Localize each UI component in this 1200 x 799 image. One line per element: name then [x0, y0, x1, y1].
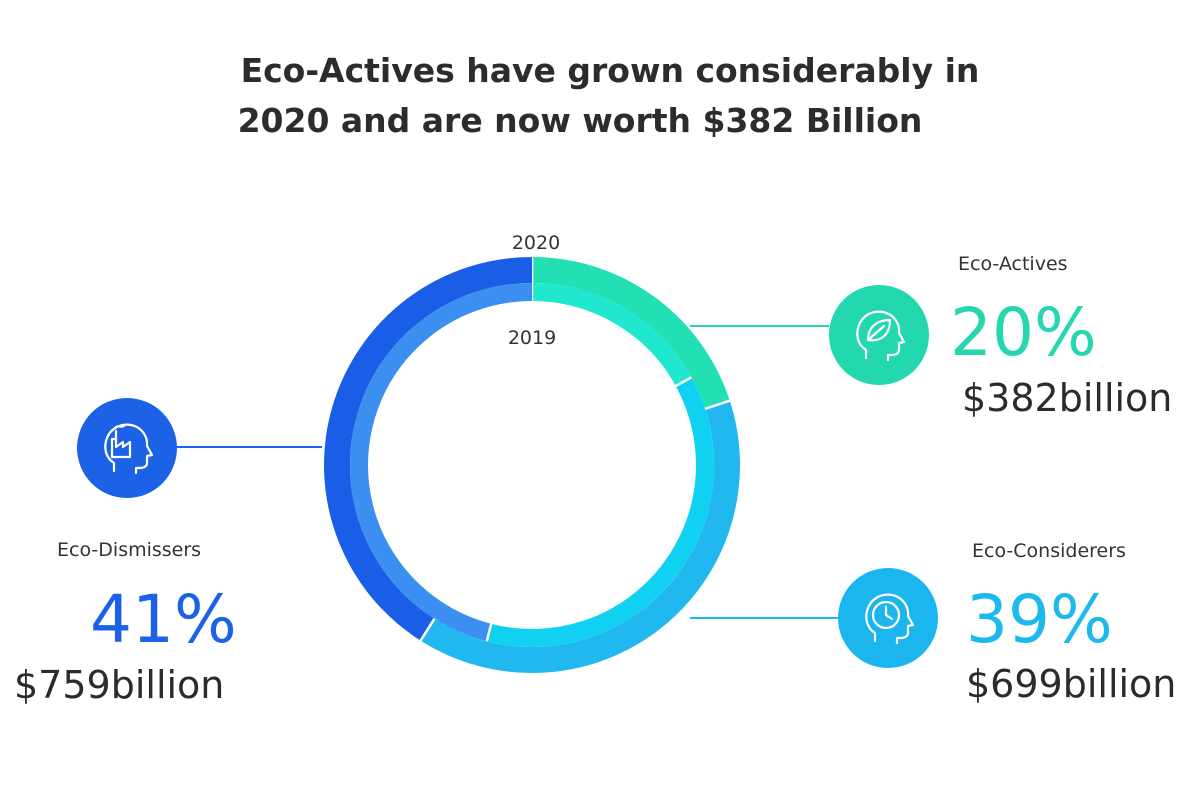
title-line-2: 2020 and are now worth $382 Billion: [237, 101, 923, 140]
inner-ring-2019: [350, 283, 714, 647]
outer-ring-2020: [324, 257, 740, 673]
chart-title: Eco-Actives have grown considerably in 2…: [0, 46, 1200, 146]
slice-2020-eco-actives: [531, 257, 730, 409]
eco-actives-label: Eco-Actives: [958, 253, 1068, 275]
slice-2019-eco-actives: [531, 283, 692, 387]
eco-dismissers-icon-circle: [77, 398, 177, 498]
eco-dismissers-label: Eco-Dismissers: [57, 539, 202, 561]
separator-2019-1: [675, 376, 693, 388]
separator-2020-1: [704, 399, 731, 410]
eco-dismissers-value: $759billion: [14, 663, 225, 707]
eco-actives-value: $382billion: [962, 376, 1173, 420]
connector-lines: [177, 325, 838, 619]
slice-2019-eco-considerers: [486, 377, 714, 647]
eco-dismissers-percent: 41%: [90, 581, 237, 658]
title-line-1: Eco-Actives have grown considerably in: [240, 51, 980, 90]
slice-2020-eco-dismissers: [324, 257, 533, 641]
inner-ring-label: 2019: [508, 327, 556, 349]
eco-considerers-icon-circle: [838, 568, 938, 668]
eco-actives-icon-circle: [829, 285, 929, 385]
clock-head-icon: [865, 593, 915, 645]
eco-considerers-label: Eco-Considerers: [972, 540, 1126, 562]
outer-ring-label: 2020: [512, 232, 560, 254]
eco-actives-percent: 20%: [950, 294, 1097, 371]
separator-2019-2: [485, 623, 493, 642]
slice-2020-eco-considerers: [420, 400, 740, 673]
separator-2020-2: [419, 617, 436, 642]
leaf-head-icon: [856, 310, 906, 362]
factory-head-icon: [104, 423, 154, 475]
eco-considerers-percent: 39%: [966, 581, 1113, 658]
slice-2019-eco-dismissers: [350, 283, 533, 642]
eco-considerers-value: $699billion: [966, 662, 1177, 706]
